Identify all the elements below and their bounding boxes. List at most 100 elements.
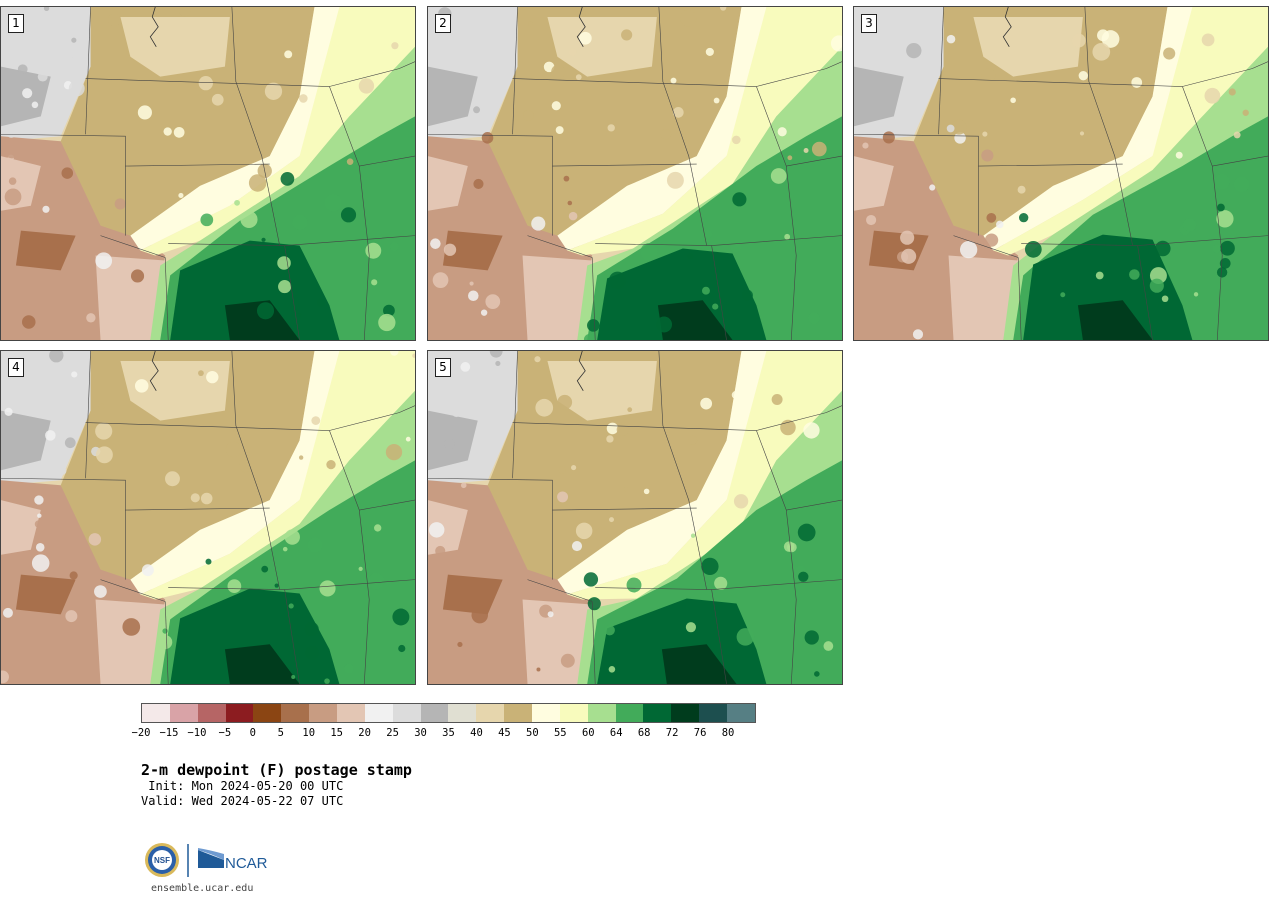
brown-dry-region (522, 599, 593, 684)
speckle (814, 671, 820, 677)
speckle (531, 216, 546, 231)
colorbar-tick-label: 45 (498, 727, 511, 739)
state-boundary (591, 257, 596, 340)
colorbar-tick-label: −15 (159, 727, 179, 739)
nsf-seal-icon: NSF (145, 843, 179, 877)
speckle (261, 237, 266, 242)
speckle (901, 248, 917, 264)
colorbar-swatch (504, 704, 533, 722)
speckle (550, 258, 557, 265)
state-boundary (398, 61, 415, 69)
speckle (567, 200, 573, 206)
brown-dry-region (95, 255, 166, 340)
speckle (560, 653, 575, 668)
speckle (719, 7, 727, 11)
speckle (305, 645, 320, 660)
state-boundary (284, 245, 300, 340)
colorbar-swatch (643, 704, 672, 722)
state-boundary (527, 235, 593, 258)
speckle (687, 253, 694, 260)
yellow-region (993, 7, 1268, 256)
speckle (529, 286, 539, 295)
speckle (358, 78, 375, 94)
speckle (37, 71, 48, 82)
speckle (277, 256, 291, 270)
speckle (7, 129, 16, 138)
speckle (771, 394, 783, 405)
darkest-green-region (661, 644, 737, 684)
speckle (1163, 47, 1176, 60)
speckle (200, 213, 214, 227)
state-boundary (938, 7, 944, 135)
speckle (324, 194, 342, 212)
member-label: 2 (435, 14, 451, 33)
speckle (22, 88, 33, 99)
state-boundary (329, 412, 400, 431)
state-boundary (711, 589, 727, 684)
speckle (643, 488, 650, 495)
dewpoint-map (428, 351, 842, 684)
speckle (65, 610, 78, 623)
speckle (68, 80, 85, 97)
dewpoint-map (1, 351, 415, 684)
speckle (469, 281, 474, 286)
speckle (485, 294, 501, 309)
speckle (555, 126, 564, 135)
speckle (234, 199, 240, 206)
speckle (627, 407, 633, 413)
darkest-green-region (657, 300, 733, 340)
state-boundary (1182, 68, 1253, 87)
speckle (712, 303, 719, 310)
speckle (428, 522, 445, 538)
speckle (98, 403, 105, 410)
river-line (576, 351, 586, 391)
state-boundary (512, 7, 518, 135)
speckle (736, 628, 755, 646)
speckle (480, 309, 488, 316)
speckle (1228, 88, 1236, 96)
speckle (298, 455, 304, 460)
state-boundary (658, 351, 690, 501)
state-boundary (85, 351, 91, 479)
colorbar-tick-label: 80 (721, 727, 735, 739)
speckle (31, 101, 39, 109)
colorbar-swatch (699, 704, 728, 722)
speckle (679, 9, 697, 27)
speckle (656, 316, 673, 333)
colorbar-tick-label: −10 (187, 727, 207, 739)
speckle (906, 42, 922, 59)
speckle (1135, 138, 1153, 156)
speckle (946, 34, 956, 44)
speckle (88, 533, 102, 546)
speckle (798, 571, 809, 582)
speckle (1220, 240, 1235, 256)
speckle (1010, 97, 1016, 104)
colorbar-swatch (727, 704, 755, 722)
river-line (149, 351, 159, 391)
speckle (114, 198, 126, 210)
speckle (95, 422, 113, 440)
khaki-region (547, 360, 657, 421)
colorbar-swatch (142, 704, 170, 722)
speckle (316, 298, 326, 307)
speckle (1161, 295, 1169, 303)
state-boundary (1, 477, 126, 580)
speckle (1193, 292, 1199, 297)
dark-green-region (597, 248, 767, 340)
speckle (984, 233, 999, 247)
member-panel-5: 5 (427, 350, 843, 685)
brown-dry-region (95, 599, 166, 684)
speckle (1017, 185, 1026, 194)
speckle (324, 678, 330, 684)
colorbar-swatch (615, 704, 644, 722)
brown-dry-region (442, 230, 503, 271)
state-boundary (711, 245, 727, 340)
speckle (1155, 240, 1171, 257)
speckle (479, 420, 490, 431)
speckle (358, 566, 363, 571)
speckle (1095, 271, 1104, 280)
speckle (1219, 257, 1231, 269)
member-panel-3: 3 (853, 6, 1269, 341)
speckle (261, 565, 269, 573)
speckle (444, 438, 455, 450)
